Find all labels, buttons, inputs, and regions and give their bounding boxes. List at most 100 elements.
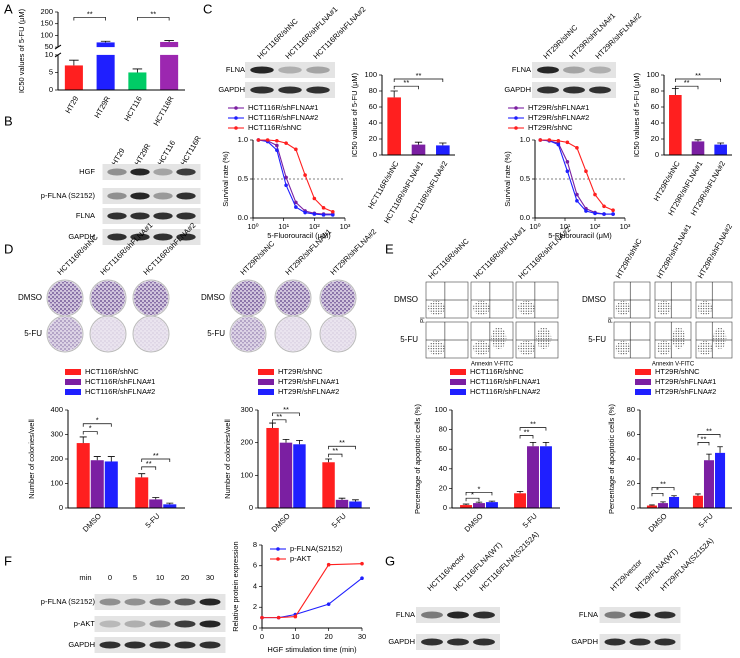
error-bar xyxy=(529,441,537,447)
bar xyxy=(76,443,90,508)
data-point xyxy=(260,615,264,620)
blot-strip xyxy=(532,62,616,78)
error-bar xyxy=(660,501,666,504)
row-label: DMSO xyxy=(582,295,606,304)
y-tick-label: 60 xyxy=(627,429,635,438)
significance-label: ** xyxy=(150,9,156,18)
flow-cluster xyxy=(615,300,631,316)
significance-label: ** xyxy=(701,434,707,443)
panel-label: C xyxy=(203,1,212,16)
blot-band xyxy=(654,611,676,619)
row-label: DMSO xyxy=(18,293,42,302)
significance-bracket xyxy=(519,427,547,431)
y-tick-label: 60 xyxy=(439,444,447,453)
bar xyxy=(460,505,473,508)
colony-stain xyxy=(48,281,82,315)
y-tick-label: 40 xyxy=(627,454,635,463)
blot-band xyxy=(99,620,121,628)
significance-label: ** xyxy=(684,78,690,87)
y-tick-label: 0 xyxy=(655,150,659,159)
error-bar xyxy=(325,458,332,463)
bar xyxy=(411,144,426,155)
blot-band xyxy=(99,641,121,649)
row-label: FLNA xyxy=(579,610,598,619)
y-tick-label: 80 xyxy=(651,86,659,95)
x-axis-label: 5-Fluorouracil (μM) xyxy=(267,231,331,240)
significance-bracket xyxy=(651,487,675,491)
data-point xyxy=(602,212,606,216)
blot-band xyxy=(447,638,469,646)
y-tick-label: 5 xyxy=(49,67,53,76)
blot-band xyxy=(278,86,302,94)
error-bar xyxy=(717,142,725,145)
colony-stain xyxy=(231,281,265,315)
quadrant-lines xyxy=(516,282,558,318)
significance-bracket xyxy=(697,441,710,446)
data-point xyxy=(321,206,326,210)
bar xyxy=(527,446,539,508)
blot-band xyxy=(250,86,274,94)
legend-swatch xyxy=(635,389,651,395)
colony-stain xyxy=(276,281,310,315)
legend-marker xyxy=(234,126,238,130)
data-point xyxy=(584,209,588,213)
legend-swatch xyxy=(65,369,81,375)
legend-marker xyxy=(514,116,518,120)
data-point xyxy=(294,205,298,209)
data-point xyxy=(312,212,317,216)
quadrant-lines xyxy=(614,282,650,318)
bar xyxy=(714,144,727,155)
data-point xyxy=(330,213,335,217)
data-point xyxy=(284,175,288,180)
y-tick-label: 0.0 xyxy=(520,213,530,222)
row-label: FLNA xyxy=(76,211,95,220)
legend-label: HCT116R/shFLNA#2 xyxy=(85,387,155,396)
error-bar xyxy=(132,68,143,73)
bar xyxy=(485,502,498,508)
blot-band xyxy=(174,620,196,628)
legend-label: HT29R/shFLNA#1 xyxy=(528,103,589,112)
data-point xyxy=(321,213,326,217)
significance-label: ** xyxy=(276,412,282,421)
bar xyxy=(539,446,552,508)
y-tick-label: 0.0 xyxy=(238,213,248,222)
colony-stain xyxy=(134,317,168,351)
row-label: FLNA xyxy=(512,65,531,74)
lane-label: 10 xyxy=(156,573,164,582)
significance-bracket xyxy=(73,17,106,21)
error-bar xyxy=(475,501,483,504)
significance-bracket xyxy=(272,419,287,423)
column-label: HT29R/shNC xyxy=(238,239,276,277)
x-tick-label: 0 xyxy=(260,632,264,641)
error-bar xyxy=(671,88,679,95)
significance-label: ** xyxy=(146,459,152,468)
legend-label: HT29R/shFLNA#1 xyxy=(655,377,716,386)
y-tick-label: 0 xyxy=(253,623,257,632)
blot-band xyxy=(176,192,196,200)
y-tick-label: 0 xyxy=(373,150,377,159)
significance-label: ** xyxy=(416,71,422,80)
y-tick-label: 4 xyxy=(253,581,257,590)
legend-marker xyxy=(276,557,280,561)
x-tick-label: 5-FU xyxy=(330,511,348,529)
flow-cluster xyxy=(518,300,535,316)
bar xyxy=(646,505,657,508)
error-bar xyxy=(439,142,447,146)
legend-label: HCT116R/shFLNA#1 xyxy=(85,377,155,386)
row-label: 5-FU xyxy=(207,329,225,338)
blot-band xyxy=(421,638,443,646)
error-bar xyxy=(694,139,702,142)
x-tick-label: 10¹ xyxy=(278,222,289,231)
lane-label: HCT116R xyxy=(179,134,203,167)
bar xyxy=(149,499,163,508)
flow-cluster xyxy=(473,340,490,356)
bar xyxy=(335,499,349,508)
y-tick-label: 80 xyxy=(369,86,377,95)
blot-band xyxy=(153,212,173,220)
x-axis-label: 5-Fluorouracil (μM) xyxy=(548,231,612,240)
x-tick-label: HT29 xyxy=(63,94,80,114)
significance-bracket xyxy=(393,78,444,82)
row-label: GAPDH xyxy=(388,637,415,646)
error-bar xyxy=(488,500,496,503)
bar xyxy=(349,501,362,508)
